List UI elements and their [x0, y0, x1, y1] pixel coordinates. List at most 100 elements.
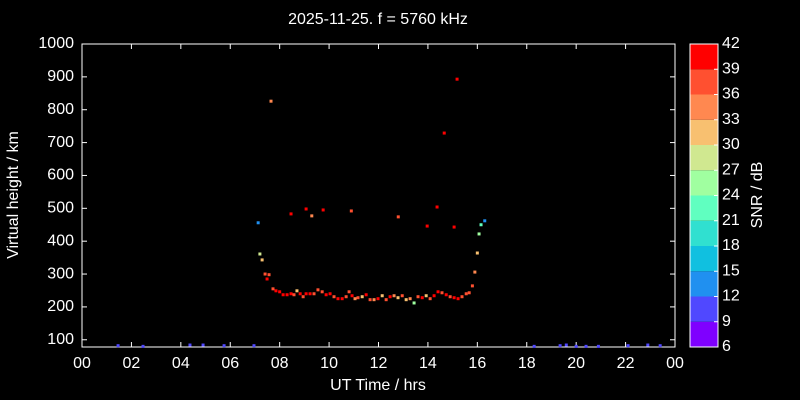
data-point: [432, 294, 436, 298]
colorbar-bin: [690, 170, 718, 196]
data-point: [269, 99, 273, 103]
data-point: [392, 294, 396, 298]
data-point: [400, 294, 404, 298]
data-point: [440, 291, 444, 295]
data-point: [448, 295, 452, 299]
data-point: [460, 295, 464, 299]
colorbar-tick-label: 42: [722, 35, 740, 52]
data-point: [380, 294, 384, 298]
data-point: [267, 273, 271, 277]
colorbar-bin: [690, 246, 718, 272]
data-point: [444, 293, 448, 297]
data-point: [356, 296, 360, 300]
data-point: [475, 251, 479, 255]
data-point: [408, 297, 412, 301]
data-point: [456, 297, 460, 301]
data-point: [658, 344, 662, 348]
data-point: [340, 297, 344, 301]
data-point: [425, 224, 429, 228]
data-point: [396, 296, 400, 300]
data-point: [452, 225, 456, 229]
data-point: [222, 344, 226, 348]
x-tick-label: 16: [468, 355, 486, 372]
data-point: [265, 277, 269, 281]
data-point: [252, 344, 256, 348]
data-point: [328, 292, 332, 296]
data-point: [452, 296, 456, 300]
data-point: [626, 344, 630, 348]
colorbar-bin: [690, 271, 718, 297]
data-point: [324, 293, 328, 297]
data-point: [467, 291, 471, 295]
data-point: [289, 292, 293, 296]
data-point: [416, 295, 420, 299]
colorbar-tick-label: 30: [722, 136, 740, 153]
data-point: [336, 297, 340, 301]
colorbar-label: SNR / dB: [749, 162, 766, 229]
data-point: [436, 290, 440, 294]
data-point: [473, 270, 477, 274]
colorbar-tick-label: 21: [722, 212, 740, 229]
colorbar-bin: [690, 145, 718, 171]
colorbar-bin: [690, 321, 718, 347]
colorbar-tick-label: 39: [722, 60, 740, 77]
colorbar-bin: [690, 195, 718, 221]
colorbar-bin: [690, 296, 718, 322]
data-point: [344, 295, 348, 299]
x-tick-label: 12: [370, 355, 388, 372]
data-point: [274, 289, 278, 293]
data-point: [558, 344, 562, 348]
data-point: [304, 207, 308, 211]
data-point: [396, 215, 400, 219]
x-tick-label: 20: [567, 355, 585, 372]
colorbar-bin: [690, 94, 718, 120]
x-tick-label: 22: [617, 355, 635, 372]
data-point: [388, 295, 392, 299]
data-point: [428, 297, 432, 301]
x-tick-label: 06: [221, 355, 239, 372]
y-tick-label: 300: [47, 265, 74, 282]
colorbar-bin: [690, 69, 718, 95]
data-point: [278, 290, 282, 294]
data-point: [116, 344, 120, 348]
x-tick-label: 14: [419, 355, 437, 372]
data-point: [347, 290, 351, 294]
data-point: [435, 205, 439, 209]
x-tick-label: 10: [320, 355, 338, 372]
data-point: [289, 212, 293, 216]
data-point: [312, 292, 316, 296]
data-point: [353, 297, 357, 301]
x-tick-label: 00: [666, 355, 684, 372]
data-point: [584, 344, 588, 348]
data-point: [564, 343, 568, 347]
data-point: [285, 293, 289, 297]
colorbar-bin: [690, 44, 718, 70]
data-point: [372, 298, 376, 302]
colorbar-tick-label: 9: [722, 313, 731, 330]
chart-title: 2025-11-25. f = 5760 kHz: [288, 11, 468, 28]
data-point: [298, 292, 302, 296]
data-point: [304, 292, 308, 296]
data-point: [320, 290, 324, 294]
x-tick-label: 18: [518, 355, 536, 372]
y-tick-label: 800: [47, 101, 74, 118]
colorbar-tick-label: 6: [722, 338, 731, 355]
data-point: [188, 343, 192, 347]
data-point: [384, 298, 388, 302]
data-point: [258, 252, 262, 256]
data-point: [350, 294, 354, 298]
data-point: [260, 258, 264, 262]
data-point: [412, 301, 416, 305]
data-point: [404, 298, 408, 302]
colorbar-tick-label: 12: [722, 288, 740, 305]
y-tick-label: 600: [47, 167, 74, 184]
y-tick-label: 400: [47, 232, 74, 249]
data-point: [316, 288, 320, 292]
y-tick-label: 700: [47, 134, 74, 151]
data-point: [349, 209, 353, 213]
data-point: [321, 208, 325, 212]
data-point: [292, 293, 296, 297]
data-point: [596, 344, 600, 348]
y-tick-label: 900: [47, 68, 74, 85]
